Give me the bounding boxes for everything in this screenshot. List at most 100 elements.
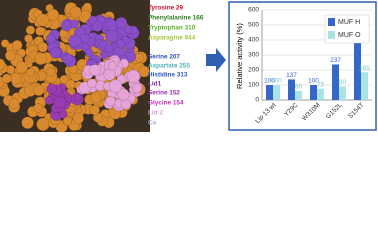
- atom: [132, 83, 143, 94]
- legend-swatch: [328, 18, 335, 26]
- atom: [24, 34, 33, 43]
- residue-label: Tyrosine 29: [148, 5, 183, 12]
- atom: [89, 104, 100, 116]
- value-label: 237: [330, 57, 341, 64]
- atom: [89, 64, 101, 77]
- residue-label: Ca: [148, 120, 157, 127]
- bar: [273, 85, 280, 100]
- figure: Relative activity (%) Tyrosine 29 Phenyla…: [0, 0, 377, 132]
- atom: [73, 93, 83, 102]
- value-label: 100: [264, 78, 275, 85]
- atom: [33, 103, 43, 113]
- atom: [36, 13, 50, 27]
- y-tick-label: 0: [255, 97, 259, 104]
- bar: [354, 22, 361, 100]
- atom: [46, 8, 60, 21]
- residue-label: Lid1: [148, 81, 162, 88]
- atom: [37, 41, 49, 53]
- residue-label: Lid 2: [148, 110, 163, 117]
- atom: [108, 79, 123, 93]
- atom: [0, 58, 6, 72]
- residue-label: Serine 207: [148, 54, 180, 61]
- atom: [115, 17, 128, 30]
- atom: [72, 112, 85, 125]
- residue-label: Phenylalanine 166: [148, 15, 204, 22]
- atom: [46, 83, 58, 95]
- bar: [339, 86, 346, 100]
- residue-label: Aspartate 255: [148, 63, 190, 70]
- bar: [361, 72, 368, 100]
- atom: [91, 20, 103, 32]
- atom: [26, 68, 35, 78]
- atom: [34, 52, 48, 66]
- arrow: [206, 48, 226, 72]
- y-tick-label: 300: [248, 52, 259, 59]
- y-tick-label: 400: [248, 37, 259, 44]
- bar: [295, 91, 302, 100]
- residue-label: Tryptophan 310: [148, 25, 196, 32]
- atom: [59, 75, 69, 84]
- atom: [104, 43, 114, 53]
- bar: [310, 85, 317, 100]
- atom: [62, 116, 73, 126]
- atom: [124, 25, 133, 34]
- atom: [99, 50, 109, 60]
- bar: [332, 64, 339, 100]
- atom: [87, 78, 97, 89]
- value-label: 60: [295, 84, 303, 91]
- atom: [4, 49, 17, 62]
- atom: [120, 98, 132, 110]
- y-tick-label: 600: [248, 7, 259, 14]
- atom: [107, 61, 118, 71]
- bar: [288, 79, 295, 100]
- atom: [90, 91, 102, 104]
- value-label: 185: [359, 65, 370, 72]
- legend-label: MUF H: [338, 19, 360, 26]
- atom: [62, 53, 74, 65]
- value-label: 100: [308, 78, 319, 85]
- value-label: 75: [317, 81, 325, 88]
- atom: [105, 96, 116, 107]
- atom: [15, 61, 29, 74]
- atom: [49, 47, 62, 59]
- atom: [70, 19, 80, 29]
- value-label: 137: [286, 72, 297, 79]
- atom: [84, 48, 94, 58]
- atom: [44, 96, 54, 105]
- atom: [68, 34, 82, 48]
- value-label: 100: [271, 78, 282, 85]
- atom: [105, 18, 118, 32]
- atom: [103, 68, 116, 81]
- y-tick-label: 200: [248, 67, 259, 74]
- atom: [105, 29, 119, 43]
- y-axis-label: Relative activity (%): [235, 23, 244, 89]
- y-tick-label: 500: [248, 22, 259, 29]
- atom: [80, 33, 90, 44]
- atom: [138, 65, 150, 78]
- atom: [10, 72, 22, 85]
- atom: [117, 88, 130, 101]
- atom: [69, 6, 82, 19]
- atom: [126, 69, 141, 83]
- atom: [25, 25, 36, 35]
- residue-label: Asparagine 944: [148, 35, 196, 42]
- bar: [266, 85, 273, 100]
- atom: [0, 39, 10, 48]
- atom: [82, 2, 92, 12]
- atom: [32, 84, 45, 96]
- residue-label: Glycine 154: [148, 100, 184, 107]
- residue-label: Histidine 313: [148, 72, 188, 79]
- legend-label: MUF O: [338, 32, 361, 39]
- atom: [46, 33, 57, 44]
- atom: [21, 116, 34, 130]
- atom: [116, 39, 126, 49]
- atom: [53, 95, 67, 109]
- residue-label: Serine 152: [148, 90, 180, 97]
- atom: [11, 39, 23, 51]
- atom: [134, 52, 145, 63]
- legend-swatch: [328, 31, 335, 39]
- protein-structure: [0, 2, 150, 132]
- atom: [35, 26, 45, 36]
- y-tick-label: 100: [248, 82, 259, 89]
- bar: [317, 88, 324, 100]
